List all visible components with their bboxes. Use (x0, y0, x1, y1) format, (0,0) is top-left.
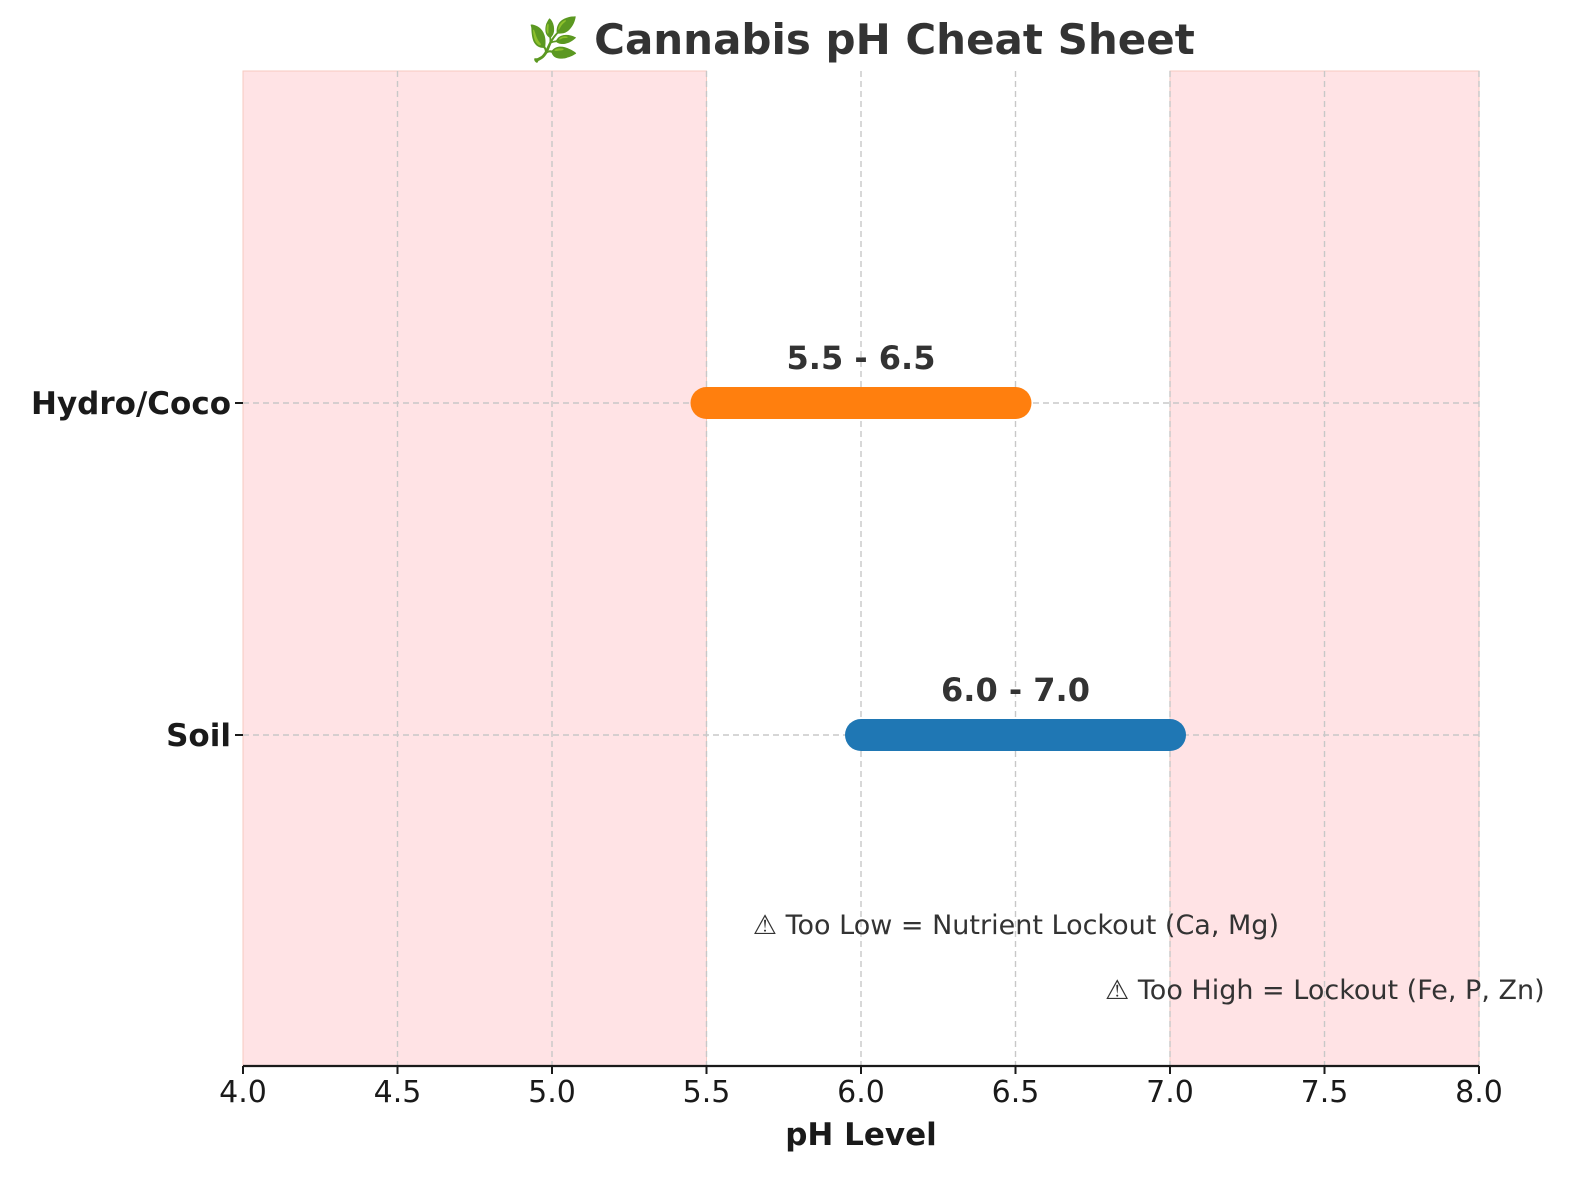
danger-zone-0 (242, 70, 707, 1067)
annotations: ⚠ Too Low = Nutrient Lockout (Ca, Mg) ⚠ T… (753, 910, 1545, 1006)
y-tick-label: Soil (166, 718, 231, 754)
range-label: 5.5 - 6.5 (787, 339, 936, 377)
annotation-note: ⚠ Too High = Lockout (Fe, P, Zn) (1105, 975, 1545, 1006)
chart-title: 🌿 Cannabis pH Cheat Sheet (527, 15, 1195, 64)
x-tick-label: 4.5 (374, 1075, 422, 1110)
grid-lines (243, 71, 1480, 1066)
annotation-note: ⚠ Too Low = Nutrient Lockout (Ca, Mg) (753, 910, 1279, 941)
x-tick-label: 5.0 (528, 1075, 576, 1110)
x-tick-label: 5.5 (683, 1075, 731, 1110)
x-tick-label: 4.0 (219, 1075, 267, 1110)
x-tick-label: 6.0 (837, 1075, 885, 1110)
x-tick-label: 8.0 (1455, 1075, 1503, 1110)
y-axis-labels: Soil Hydro/Coco (31, 386, 243, 754)
x-axis: 4.0 4.5 5.0 5.5 6.0 6.5 7.0 7.5 8.0 (219, 1064, 1503, 1110)
y-tick-label: Hydro/Coco (31, 386, 231, 422)
range-bars: 6.0 - 7.0 5.5 - 6.5 (690, 339, 1186, 751)
x-tick-label: 7.0 (1146, 1075, 1194, 1110)
x-axis-label: pH Level (785, 1117, 937, 1153)
x-tick-label: 6.5 (992, 1075, 1040, 1110)
x-tick-label: 7.5 (1301, 1075, 1349, 1110)
range-label: 6.0 - 7.0 (941, 671, 1090, 709)
